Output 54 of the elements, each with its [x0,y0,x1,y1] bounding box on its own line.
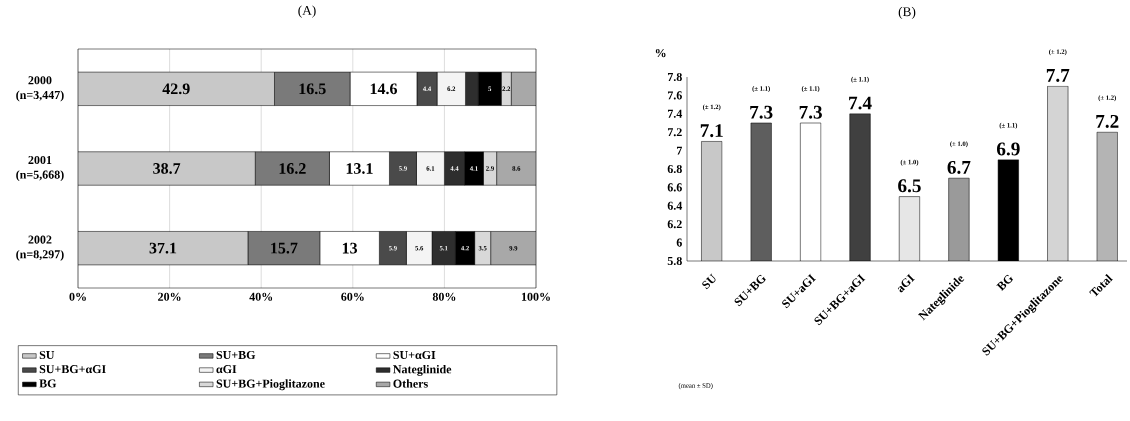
data-label: 38.7 [153,163,181,174]
data-label: 6.9 [997,142,1020,156]
data-label: 16.5 [299,83,326,95]
legend-label: Others [393,379,428,388]
data-label: 6.7 [947,160,971,174]
y-tick-label: 6.4 [667,201,683,210]
data-label: 7.7 [1046,69,1070,82]
y-tick-label: 7.2 [667,128,682,137]
data-label: 7.3 [750,105,773,119]
chart-title: (B) [898,6,916,19]
legend-label: Nateglinide [393,364,452,376]
y-tick-label: 5.8 [667,256,682,266]
x-tick-label: 20% [158,292,181,301]
y-tick-label: 2001 (n=5,668) [16,155,64,182]
x-tick-label: 80% [432,292,456,301]
y-tick-label: 7.8 [667,72,682,82]
data-label: 37.1 [149,242,177,254]
data-label: 14.6 [370,83,398,95]
data-label: 7.2 [1096,114,1119,128]
legend-label: SU+BG [216,350,256,360]
y-tick-label: 6.8 [667,164,682,174]
x-tick-label: 0% [69,292,86,301]
legend-label: SU+αGI [393,350,436,360]
x-tick-label: 60% [341,292,364,301]
legend-label: SU+BG+αGI [39,365,106,374]
y-tick-label: 2000 (n=3,447) [16,76,64,102]
y-tick-label: 6.2 [667,220,682,229]
legend-label: αGI [216,365,237,374]
bar [490,231,536,266]
y-tick-label: 6 [676,238,682,247]
y-axis-title: % [655,49,666,58]
data-label: 13 [342,242,358,254]
chart-title: (A) [298,5,316,18]
data-label: 16.2 [279,163,306,174]
y-tick-label: 7 [676,146,683,155]
data-label: 7.4 [849,96,872,110]
data-label: 15.7 [271,242,298,254]
legend-label: SU [39,350,55,360]
x-tick-label: SU [702,273,716,290]
bar [496,151,536,186]
data-label: 13.1 [346,163,373,174]
y-tick-label: 6.6 [667,183,682,192]
x-tick-label: 40% [249,292,273,301]
x-tick-label: aGI [897,273,915,293]
y-tick-label: 2002 (n=8,297) [16,235,64,261]
data-label: 7.1 [700,124,723,138]
legend-label: SU+BG+Pioglitazone [216,379,325,391]
x-tick-label: 100% [521,292,550,301]
data-label: 7.3 [799,105,822,119]
y-tick-label: 7.6 [667,91,682,100]
y-tick-label: 7.4 [667,109,683,118]
legend-label: BG [39,379,57,388]
data-label: 42.9 [162,83,190,95]
data-label: 6.5 [898,179,921,193]
